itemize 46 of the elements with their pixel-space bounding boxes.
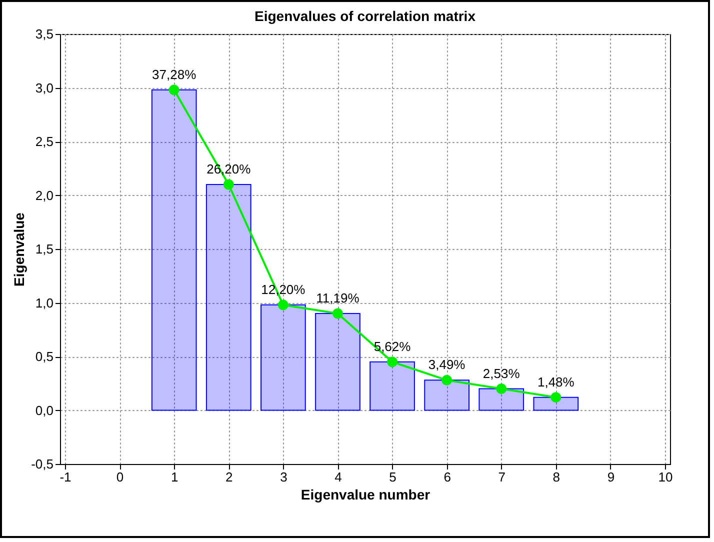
point	[387, 356, 398, 368]
bar	[206, 184, 252, 411]
bar	[260, 304, 306, 411]
x-tick-label: 5	[389, 470, 396, 484]
point	[332, 308, 343, 319]
point	[496, 384, 507, 394]
x-tick-label: -1	[60, 470, 72, 484]
point	[223, 179, 234, 190]
bar	[478, 388, 524, 411]
y-tick-label: 3,5	[35, 26, 54, 42]
x-tick-label: 6	[444, 470, 451, 484]
x-tick-label: 10	[658, 470, 673, 484]
bar	[533, 396, 579, 411]
y-tick-label: 0,0	[35, 402, 54, 418]
y-tick-label: 2,5	[35, 134, 54, 149]
y-tick-label: 2,0	[35, 188, 54, 203]
y-tick-label: 1,5	[35, 242, 54, 256]
annotation: 1,48%	[537, 374, 575, 390]
annotation: 37,28%	[152, 66, 197, 82]
x-tick-label: 8	[552, 470, 560, 484]
point	[442, 374, 452, 386]
x-tick-label: 3	[280, 470, 288, 484]
chart-title: Eigenvalues of correlation matrix	[254, 8, 476, 24]
x-axis-title: Eigenvalue number	[300, 486, 431, 502]
x-tick-label: 2	[226, 470, 233, 484]
bar	[315, 313, 360, 411]
annotation: 3,49%	[428, 357, 466, 372]
annotation: 5,62%	[374, 338, 412, 354]
bar	[151, 89, 197, 411]
x-tick-label: 4	[334, 470, 342, 484]
x-tick-label: 0	[116, 470, 124, 484]
x-tick-label: 7	[498, 470, 506, 484]
x-tick-label: 9	[607, 470, 615, 484]
point	[550, 392, 562, 403]
y-tick-label: 0,5	[35, 349, 54, 364]
bar	[370, 361, 415, 411]
annotation: 11,19%	[316, 290, 360, 306]
annotation: 2,53%	[482, 366, 520, 381]
y-tick-label: 3,0	[35, 80, 54, 96]
y-axis-title: Eigenvalue	[11, 212, 28, 286]
y-tick-label: -0,5	[31, 456, 54, 472]
point	[168, 84, 180, 96]
x-tick-label: 1	[170, 470, 178, 484]
bar	[424, 380, 470, 411]
y-tick-label: 1,0	[35, 295, 54, 310]
point	[278, 300, 288, 310]
